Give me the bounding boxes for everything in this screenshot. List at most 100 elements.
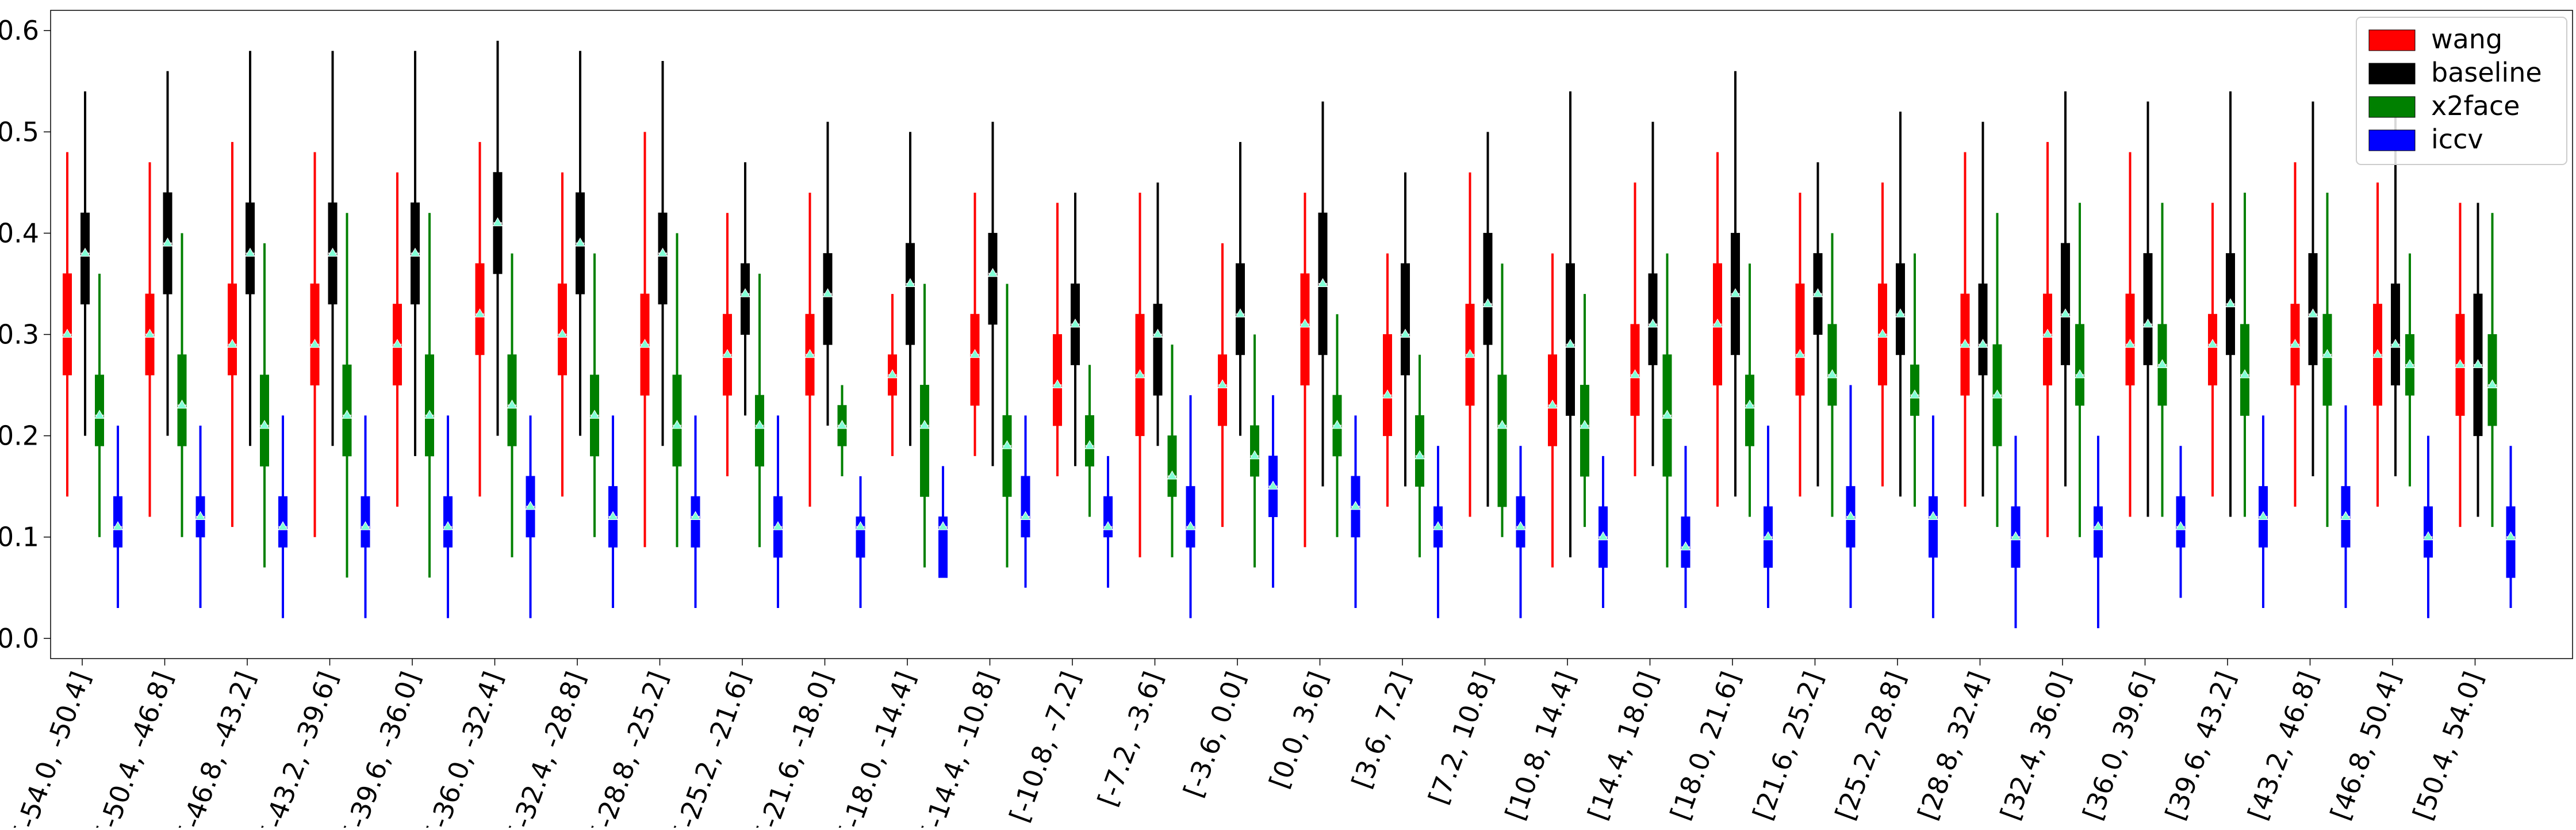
box — [63, 273, 72, 376]
box — [1929, 496, 1938, 558]
mean-marker — [657, 247, 668, 257]
y-axis: 0.0 0.1 0.2 0.3 0.4 0.5 0.6 — [0, 15, 51, 654]
mean-marker — [1052, 379, 1063, 389]
mean-marker — [2505, 531, 2516, 541]
box — [1002, 415, 1012, 497]
mean-marker — [1400, 328, 1410, 338]
box — [425, 354, 434, 457]
y-tick-label: 0.2 — [0, 420, 39, 452]
mean-marker — [887, 369, 898, 378]
mean-marker — [144, 328, 155, 338]
mean-marker — [938, 521, 948, 530]
y-tick-label: 0.5 — [0, 116, 39, 147]
mean-marker — [2372, 349, 2383, 358]
box — [920, 385, 929, 497]
mean-marker — [1382, 389, 1393, 399]
box — [691, 496, 700, 548]
legend-label-iccv: iccv — [2431, 124, 2483, 155]
mean-marker — [278, 521, 288, 530]
box — [1300, 273, 1310, 386]
mean-marker — [804, 349, 815, 358]
mean-marker — [722, 349, 733, 358]
mean-marker — [1680, 541, 1691, 550]
mean-marker — [608, 511, 618, 520]
mean-marker — [309, 339, 320, 348]
mean-marker — [1217, 379, 1228, 389]
mean-marker — [575, 238, 585, 247]
mean-marker — [773, 521, 783, 530]
mean-marker — [2060, 308, 2071, 318]
mean-marker — [2405, 359, 2415, 368]
mean-marker — [2472, 359, 2483, 368]
mean-marker — [1084, 440, 1095, 449]
mean-marker — [1827, 369, 1838, 378]
mean-marker — [1630, 369, 1640, 378]
mean-marker — [1598, 531, 1608, 541]
mean-marker — [690, 511, 701, 520]
legend-label-x2face: x2face — [2431, 90, 2520, 121]
mean-marker — [1662, 410, 1673, 419]
box — [2061, 243, 2070, 365]
mean-marker — [2258, 511, 2268, 520]
mean-marker — [424, 410, 435, 419]
mean-marker — [2157, 359, 2168, 368]
box — [1580, 385, 1589, 477]
mean-marker — [1235, 308, 1245, 318]
series-iccv — [113, 385, 2516, 629]
legend-swatch-wang — [2368, 29, 2416, 51]
mean-marker — [855, 521, 866, 530]
mean-marker — [1152, 328, 1163, 338]
box — [2322, 313, 2332, 406]
mean-marker — [1565, 339, 1575, 348]
mean-marker — [492, 217, 503, 227]
box — [310, 283, 320, 386]
legend-label-wang: wang — [2431, 24, 2502, 55]
mean-marker — [1992, 389, 2003, 399]
mean-marker — [525, 500, 536, 510]
mean-marker — [392, 339, 402, 348]
mean-marker — [1895, 308, 1906, 318]
box — [1497, 374, 1507, 507]
mean-marker — [2125, 339, 2136, 348]
mean-marker — [474, 308, 485, 318]
box — [1827, 324, 1837, 406]
mean-marker — [62, 328, 72, 338]
y-tick-label: 0.0 — [0, 623, 39, 654]
mean-marker — [557, 328, 568, 338]
box — [2094, 506, 2103, 558]
series-baseline — [80, 40, 2483, 557]
mean-marker — [2142, 318, 2153, 328]
mean-marker — [2390, 339, 2401, 348]
mean-marker — [969, 349, 980, 358]
mean-marker — [1134, 369, 1145, 378]
box — [755, 395, 764, 466]
box — [1978, 283, 1988, 376]
mean-marker — [1167, 471, 1178, 480]
mean-marker — [245, 247, 255, 257]
mean-marker — [1414, 450, 1425, 460]
legend-swatch-iccv — [2368, 129, 2416, 151]
mean-marker — [1317, 278, 1328, 287]
legend-swatch-x2face — [2368, 96, 2416, 118]
legend-swatch-baseline — [2368, 63, 2416, 85]
mean-marker — [822, 288, 833, 297]
mean-marker — [177, 399, 187, 409]
mean-marker — [410, 247, 420, 257]
mean-marker — [227, 339, 237, 348]
mean-marker — [443, 521, 453, 530]
mean-marker — [2175, 521, 2186, 530]
box — [988, 232, 998, 325]
y-tick-label: 0.6 — [0, 15, 39, 46]
mean-marker — [1845, 511, 1856, 520]
series-wang — [62, 132, 2466, 568]
mean-marker — [740, 288, 750, 297]
mean-marker — [360, 521, 371, 530]
mean-marker — [2307, 308, 2318, 318]
mean-marker — [589, 410, 600, 419]
box — [1401, 263, 1410, 376]
box — [2506, 506, 2516, 578]
mean-marker — [1465, 349, 1475, 358]
mean-marker — [507, 399, 518, 409]
